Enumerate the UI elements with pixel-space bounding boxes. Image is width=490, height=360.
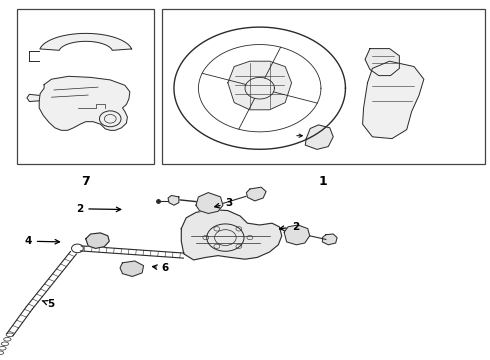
Polygon shape: [27, 94, 39, 102]
Bar: [17, 9, 154, 164]
Polygon shape: [305, 125, 333, 149]
Text: 2: 2: [76, 204, 121, 214]
Text: 1: 1: [319, 175, 328, 188]
Polygon shape: [365, 49, 399, 76]
Text: 7: 7: [81, 175, 90, 188]
Polygon shape: [40, 33, 132, 50]
Polygon shape: [246, 187, 266, 201]
Polygon shape: [363, 61, 424, 139]
Polygon shape: [168, 195, 179, 205]
Text: 5: 5: [42, 299, 55, 309]
Polygon shape: [228, 61, 292, 110]
Text: 6: 6: [152, 263, 169, 273]
Polygon shape: [284, 225, 310, 245]
Bar: [162, 9, 485, 164]
Text: 3: 3: [215, 198, 233, 208]
Polygon shape: [86, 233, 109, 248]
Text: 4: 4: [24, 236, 59, 246]
Polygon shape: [120, 261, 144, 276]
Text: 2: 2: [279, 222, 299, 232]
Polygon shape: [196, 193, 223, 213]
Polygon shape: [39, 76, 130, 130]
Polygon shape: [181, 210, 282, 260]
Polygon shape: [322, 234, 337, 245]
